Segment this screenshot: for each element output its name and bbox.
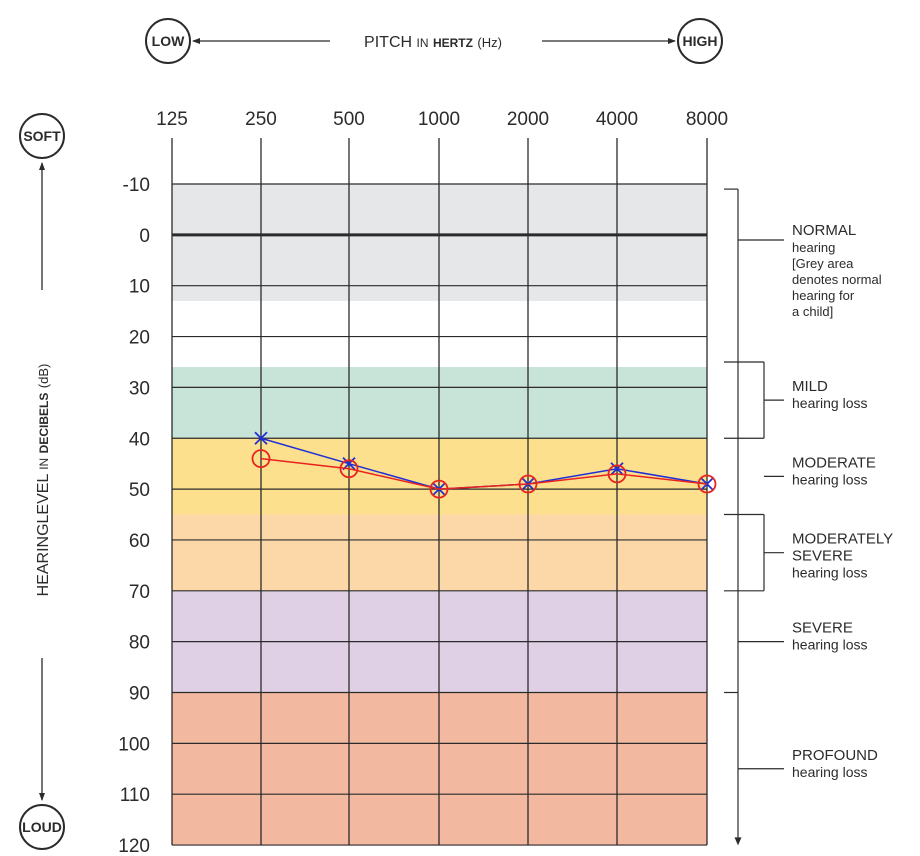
loudness-axis: SOFT HEARINGLEVEL IN DECIBELS (dB) LOUD <box>19 113 65 850</box>
series-1-line <box>260 457 708 490</box>
severity-line-5-0: hearing loss <box>792 764 868 780</box>
y-tick-70: 70 <box>129 582 150 603</box>
x-axis-title-bold: HERTZ <box>433 36 473 50</box>
y-tick-50: 50 <box>129 480 150 501</box>
severity-brackets <box>724 188 765 846</box>
y-tick-20: 20 <box>129 328 150 349</box>
y-tick-10: 10 <box>129 277 150 298</box>
x-tick-1000: 1000 <box>418 109 460 130</box>
severity-line-0-0: hearing <box>792 240 835 255</box>
x-tick-8000: 8000 <box>686 109 728 130</box>
low-badge <box>145 18 191 64</box>
severity-line-0-1: [Grey area <box>792 256 854 271</box>
y-tick-0: 0 <box>139 226 150 247</box>
y-tick-30: 30 <box>129 378 150 399</box>
series-1-point-500 <box>339 459 359 479</box>
x-tick-4000: 4000 <box>596 109 638 130</box>
pitch-header: LOW PITCH IN HERTZ (Hz) HIGH <box>145 18 723 64</box>
low-label: LOW <box>152 33 185 49</box>
y-axis-title-main: HEARINGLEVEL <box>35 474 52 597</box>
severity-line-1-0: hearing loss <box>792 395 868 411</box>
x-tick-labels: 125 250 500 1000 2000 4000 8000 <box>156 109 728 130</box>
x-axis-title: PITCH IN HERTZ (Hz) <box>364 34 502 51</box>
x-tick-500: 500 <box>333 109 365 130</box>
severity-line-4-0: hearing loss <box>792 637 868 653</box>
y-tick-40: 40 <box>129 429 150 450</box>
x-axis-title-main: PITCH <box>364 34 412 51</box>
series-1-point-1000 <box>429 479 449 499</box>
severity-line-3-0: SEVERE <box>792 548 853 565</box>
series-1-point-8000 <box>697 474 717 494</box>
y-axis-title-in: IN <box>37 458 51 470</box>
y-tick-90: 90 <box>129 684 150 705</box>
y-tick-80: 80 <box>129 633 150 654</box>
series-0-point-250 <box>254 431 268 445</box>
grid-lines <box>171 138 708 846</box>
soft-label: SOFT <box>23 128 61 144</box>
series-0-point-4000 <box>610 462 624 476</box>
high-label: HIGH <box>683 33 718 49</box>
y-tick-labels: -10 0 10 20 30 40 50 60 70 80 90 100 110 120 <box>118 175 150 856</box>
x-tick-125: 125 <box>156 109 188 130</box>
series-1-point-250 <box>251 449 271 468</box>
loud-badge <box>19 804 65 850</box>
severity-title-4: SEVERE <box>792 620 853 637</box>
y-axis-title-bold: DECIBELS <box>37 393 51 454</box>
y-tick-120: 120 <box>118 836 150 856</box>
severity-line-2-0: hearing loss <box>792 471 868 487</box>
y-tick-60: 60 <box>129 531 150 552</box>
severity-title-3: MODERATELY <box>792 531 893 548</box>
high-badge <box>677 18 723 64</box>
x-axis-title-unit: (Hz) <box>477 35 502 50</box>
x-axis-title-in: IN <box>417 36 429 50</box>
severity-title-0: NORMAL <box>792 222 856 239</box>
data-series <box>251 431 717 499</box>
x-tick-2000: 2000 <box>507 109 549 130</box>
severity-line-0-2: denotes normal <box>792 272 882 287</box>
y-tick-110: 110 <box>120 785 150 806</box>
series-1-point-4000 <box>607 464 627 484</box>
y-axis-title: HEARINGLEVEL IN DECIBELS (dB) <box>35 364 52 597</box>
y-tick--10: -10 <box>123 175 150 196</box>
severity-line-0-3: hearing for <box>792 288 855 303</box>
severity-title-5: PROFOUND <box>792 747 878 764</box>
x-tick-250: 250 <box>245 109 277 130</box>
series-1-point-2000 <box>518 474 538 494</box>
severity-line-0-4: a child] <box>792 304 833 319</box>
y-tick-100: 100 <box>118 734 150 755</box>
severity-line-3-1: hearing loss <box>792 565 868 581</box>
severity-title-1: MILD <box>792 378 828 395</box>
loud-label: LOUD <box>22 819 62 835</box>
soft-badge <box>19 113 65 159</box>
y-axis-title-unit: (dB) <box>36 364 51 389</box>
bracket-arrowhead <box>734 837 742 846</box>
severity-title-2: MODERATE <box>792 454 876 471</box>
